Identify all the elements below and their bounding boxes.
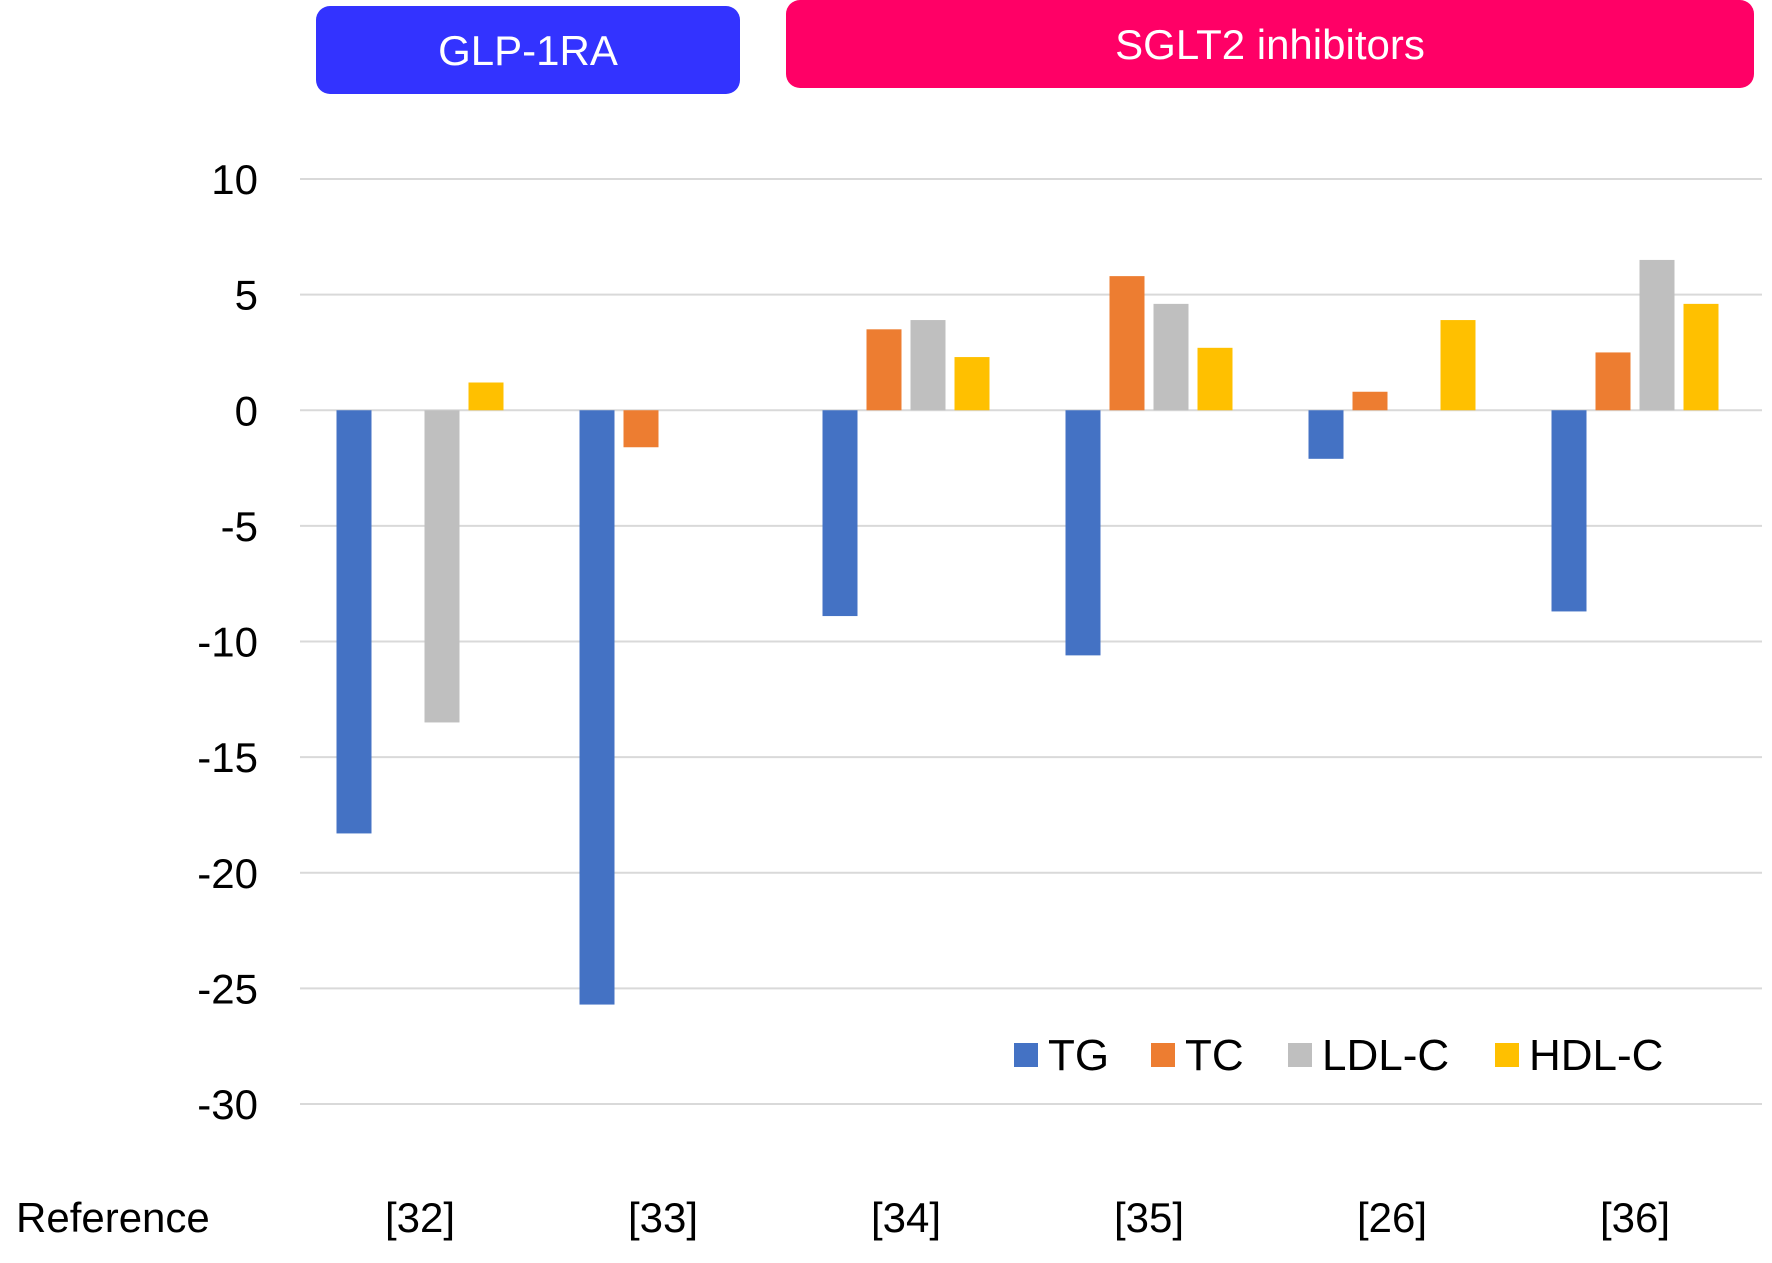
legend-swatch-tg — [1014, 1043, 1038, 1067]
y-tick-label: 5 — [235, 272, 258, 319]
legend-swatch-ldl-c — [1288, 1043, 1312, 1067]
y-tick-label: -30 — [197, 1081, 258, 1128]
gridlines — [300, 178, 1762, 1105]
bar-tg-35 — [1065, 410, 1101, 656]
bar-tc-34 — [866, 329, 902, 411]
legend-label-tc: TC — [1185, 1031, 1244, 1080]
bar-ldl-c-34 — [910, 320, 946, 411]
y-axis-tick-labels: 10 5 0 -5 -10 -15 -20 -25 -30 — [197, 156, 258, 1128]
bar-tg-34 — [822, 410, 858, 617]
x-axis-category-labels: Reference [32] [33] [34] [35] [26] [36] — [16, 1194, 1670, 1241]
group-header-box — [316, 6, 740, 94]
group-header-box — [786, 0, 1754, 88]
x-tick-label: [26] — [1357, 1194, 1427, 1241]
y-tick-label: -25 — [197, 965, 258, 1012]
x-tick-label: [32] — [385, 1194, 455, 1241]
bar-hdl-c-34 — [954, 357, 990, 411]
y-tick-label: 0 — [235, 387, 258, 434]
bar-ldl-c-35 — [1153, 303, 1189, 411]
drug-group-headers: GLP-1RA SGLT2 inhibitors — [316, 0, 1754, 94]
legend-swatch-hdl-c — [1495, 1043, 1519, 1067]
group-header-label: GLP-1RA — [438, 27, 618, 74]
x-tick-label: [34] — [871, 1194, 941, 1241]
y-tick-label: -15 — [197, 734, 258, 781]
bar-ldl-c-36 — [1639, 259, 1675, 411]
bar-tg-32 — [336, 410, 372, 834]
bar-hdl-c-35 — [1197, 347, 1233, 411]
y-tick-label: -20 — [197, 850, 258, 897]
bar-tg-26 — [1308, 410, 1344, 459]
bar-ldl-c-32 — [424, 410, 460, 723]
legend-swatch-tc — [1151, 1043, 1175, 1067]
bar-tc-26 — [1352, 391, 1388, 411]
legend-label-ldl-c: LDL-C — [1322, 1031, 1449, 1080]
legend: TG TC LDL-C HDL-C — [1014, 1031, 1663, 1080]
x-tick-label: [35] — [1114, 1194, 1184, 1241]
x-tick-label: [33] — [628, 1194, 698, 1241]
bars — [336, 259, 1719, 1005]
legend-label-hdl-c: HDL-C — [1529, 1031, 1663, 1080]
x-tick-label: [36] — [1600, 1194, 1670, 1241]
group-header-label: SGLT2 inhibitors — [1115, 21, 1425, 68]
y-tick-label: 10 — [211, 156, 258, 203]
bar-tc-36 — [1595, 352, 1631, 411]
y-tick-label: -10 — [197, 619, 258, 666]
x-axis-title: Reference — [16, 1194, 210, 1241]
bar-hdl-c-26 — [1440, 320, 1476, 411]
legend-label-tg: TG — [1048, 1031, 1109, 1080]
y-tick-label: -5 — [221, 503, 258, 550]
bar-tg-36 — [1551, 410, 1587, 612]
bar-hdl-c-36 — [1683, 303, 1719, 411]
bar-tc-33 — [623, 410, 659, 448]
bar-tc-35 — [1109, 276, 1145, 411]
bar-hdl-c-32 — [468, 382, 504, 411]
bar-tg-33 — [579, 410, 615, 1005]
